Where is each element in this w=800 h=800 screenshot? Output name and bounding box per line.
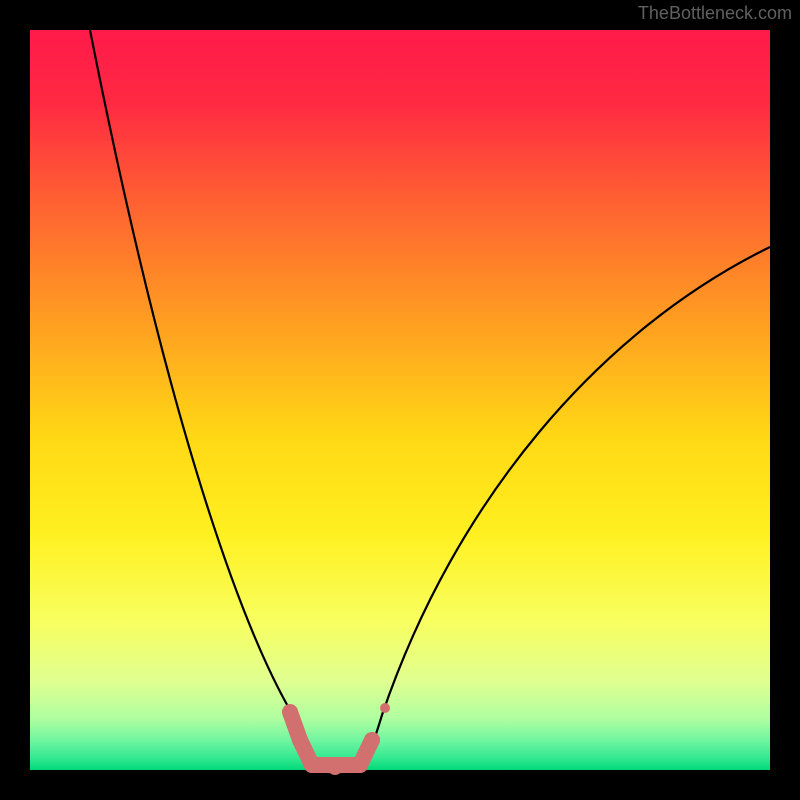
plot-background	[30, 30, 770, 770]
valley-marker	[364, 732, 380, 748]
valley-marker	[304, 757, 320, 773]
valley-marker	[352, 757, 368, 773]
chart-svg	[0, 0, 800, 800]
bottleneck-chart: TheBottleneck.com	[0, 0, 800, 800]
valley-marker	[327, 759, 343, 775]
valley-marker	[292, 732, 308, 748]
watermark-text: TheBottleneck.com	[638, 3, 792, 24]
valley-marker	[282, 704, 298, 720]
valley-marker-small	[380, 703, 390, 713]
